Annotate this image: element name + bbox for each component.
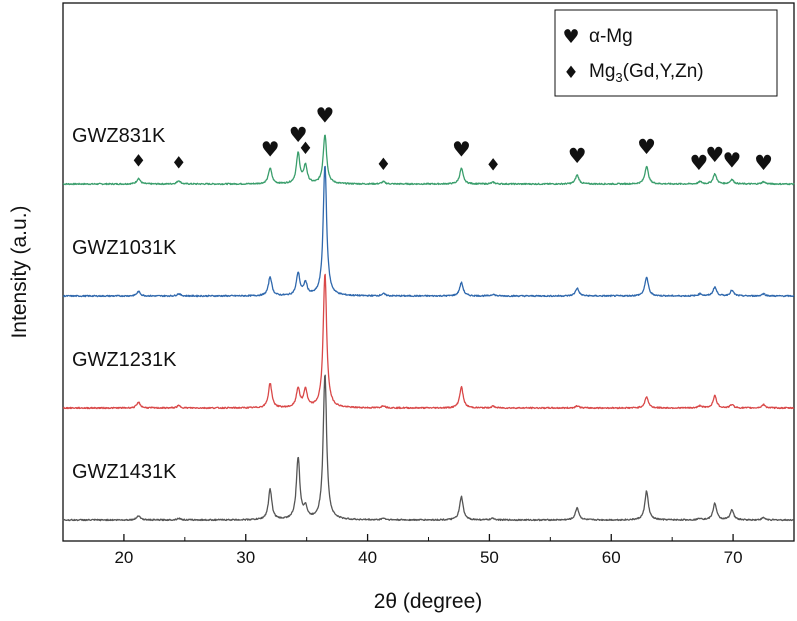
heart-icon: ♥ — [722, 149, 741, 173]
series-label-gwz831k: GWZ831K — [72, 125, 166, 147]
series-line-gwz831k — [62, 134, 795, 186]
x-tick-label-70: 70 — [724, 548, 743, 567]
x-tick-label-60: 60 — [602, 548, 621, 567]
heart-icon: ♥ — [705, 143, 724, 167]
x-tick-label-50: 50 — [480, 548, 499, 567]
legend-label-mg3: Mg3(Gd,Y,Zn) — [589, 61, 704, 85]
heart-icon: ♥ — [690, 151, 709, 175]
diamond-icon: ♦ — [171, 154, 186, 174]
x-tick-label-20: 20 — [114, 548, 133, 567]
legend-label-alpha-mg: α-Mg — [589, 26, 633, 47]
legend-label-mg3-subscript: 3 — [615, 70, 622, 85]
series-traces — [62, 134, 795, 522]
diamond-icon: ♦ — [131, 151, 146, 171]
heart-icon: ♥ — [452, 137, 471, 161]
heart-icon: ♥ — [754, 151, 773, 175]
heart-icon: ♥ — [568, 144, 587, 168]
series-line-gwz1231k — [62, 273, 795, 410]
peak-annotations: ♦ ♦♥♥♦♥♦♥♦ ♥ ♥♥♥♥ ♥ — [131, 104, 773, 176]
legend-label-mg3-base: Mg — [589, 61, 615, 82]
series-label-gwz1031k: GWZ1031K — [72, 237, 177, 259]
heart-icon: ♥ — [261, 137, 280, 161]
diamond-icon: ♦ — [376, 155, 391, 175]
diamond-icon: ♦ — [298, 139, 313, 159]
x-axis-title: 2θ (degree) — [374, 590, 483, 613]
legend-diamond-icon: ♦ — [563, 63, 578, 83]
series-labels: GWZ831K GWZ1031K GWZ1231K GWZ1431K — [72, 125, 177, 483]
y-axis-title: Intensity (a.u.) — [8, 205, 31, 338]
series-line-gwz1431k — [62, 374, 795, 522]
heart-icon: ♥ — [289, 123, 308, 147]
x-tick-label-40: 40 — [358, 548, 377, 567]
heart-icon: ♥ — [316, 104, 335, 128]
series-line-gwz1031k — [62, 165, 795, 298]
series-label-gwz1431k: GWZ1431K — [72, 461, 177, 483]
x-tick-label-30: 30 — [236, 548, 255, 567]
series-label-gwz1231k: GWZ1231K — [72, 349, 177, 371]
legend-label-mg3-tail: (Gd,Y,Zn) — [623, 61, 704, 82]
heart-icon: ♥ — [637, 135, 656, 159]
diamond-icon: ♦ — [485, 155, 500, 175]
x-axis-ticks: 20 30 40 50 60 70 — [62, 534, 795, 567]
legend-box — [554, 9, 778, 97]
legend: ♥ α-Mg ♦ Mg3(Gd,Y,Zn) — [554, 9, 778, 97]
legend-heart-icon: ♥ — [562, 26, 579, 48]
